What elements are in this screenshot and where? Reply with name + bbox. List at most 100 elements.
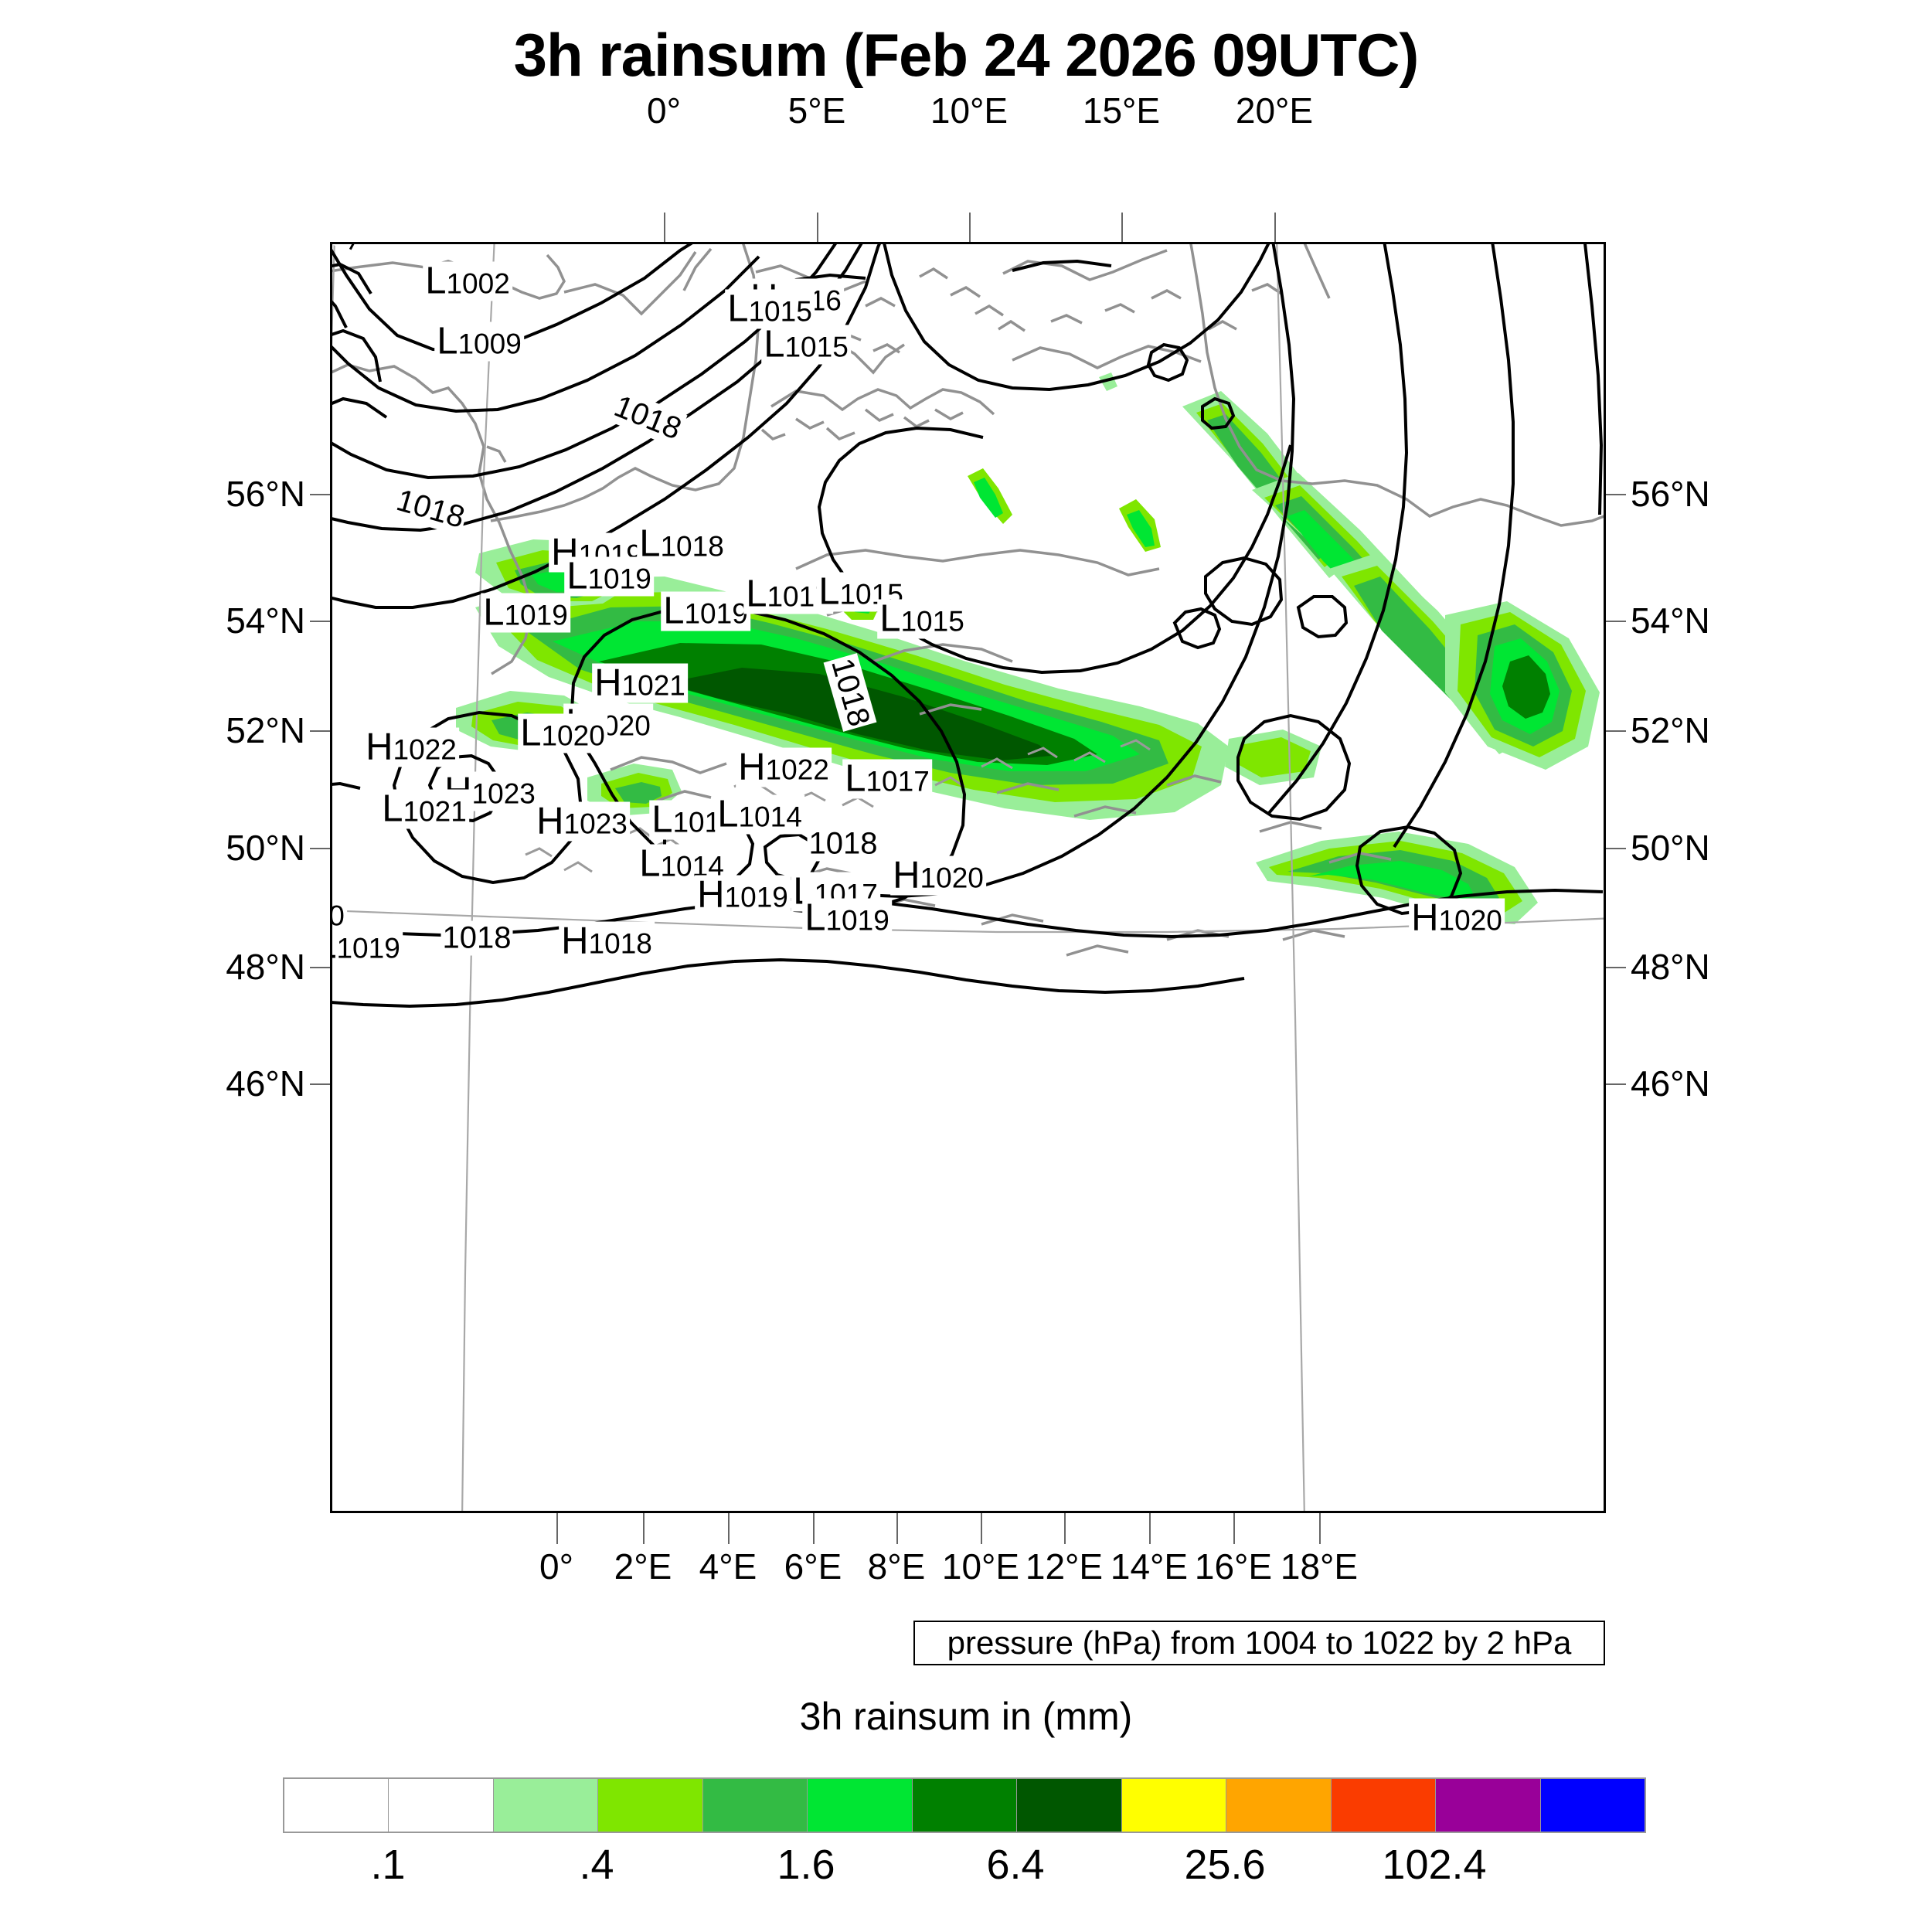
pressure-center-value: 1022 <box>766 754 829 786</box>
bottom-axis-tick <box>643 1513 645 1544</box>
right-axis-tick <box>1606 494 1626 495</box>
pressure-center-value: 1022 <box>393 734 457 766</box>
isobar-value-label: 1018 <box>441 921 513 956</box>
pressure-center-marker: H1020 <box>1409 899 1505 938</box>
bottom-axis-tick <box>1319 1513 1321 1544</box>
left-axis-tick-label: 50°N <box>226 827 305 869</box>
left-axis-tick-label: 54°N <box>226 600 305 641</box>
top-axis-tick <box>664 213 665 242</box>
colorbar-segment[interactable] <box>703 1779 808 1832</box>
pressure-center-value: 1015 <box>900 606 964 638</box>
colorbar-segment[interactable] <box>494 1779 598 1832</box>
colorbar-segment[interactable] <box>1332 1779 1436 1832</box>
pressure-center-type: L <box>520 713 541 754</box>
bottom-axis-tick <box>896 1513 898 1544</box>
colorbar-segment[interactable] <box>1541 1779 1645 1832</box>
pressure-center-marker: L1019 <box>802 899 892 938</box>
colorbar-segment[interactable] <box>389 1779 493 1832</box>
pressure-center-value: 1021 <box>622 670 685 702</box>
pressure-center-marker: L1017 <box>842 760 932 799</box>
pressure-center-value: 1020 <box>1439 905 1502 937</box>
pressure-center-marker: H1020 <box>890 856 986 896</box>
left-axis-tick <box>310 494 330 495</box>
pressure-center-value: 1018 <box>589 928 652 960</box>
pressure-center-type: L <box>845 758 866 800</box>
bottom-axis-tick-label: 8°E <box>868 1546 926 1587</box>
colorbar[interactable] <box>283 1777 1646 1833</box>
pressure-center-type: H <box>697 874 724 916</box>
bottom-axis-tick-label: 6°E <box>784 1546 842 1587</box>
bottom-axis-tick-label: 18°E <box>1281 1546 1358 1587</box>
pressure-center-type: L <box>663 590 684 632</box>
pressure-center-type: L <box>330 925 336 967</box>
pressure-center-value: 1023 <box>472 778 536 810</box>
right-axis-tick <box>1606 848 1626 849</box>
right-axis-tick-label: 54°N <box>1631 600 1710 641</box>
pressure-center-marker: L1019 <box>661 592 750 631</box>
pressure-center-type: H <box>738 747 765 788</box>
pressure-center-type: L <box>483 592 504 634</box>
right-axis-tick-label: 46°N <box>1631 1063 1710 1104</box>
colorbar-segment[interactable] <box>1122 1779 1226 1832</box>
right-axis-tick-label: 52°N <box>1631 709 1710 751</box>
pressure-center-type: L <box>727 288 748 330</box>
colorbar-segment[interactable] <box>808 1779 912 1832</box>
pressure-center-marker: L1019 <box>330 927 403 966</box>
pressure-center-type: L <box>639 843 660 885</box>
colorbar-segment[interactable] <box>1436 1779 1540 1832</box>
left-axis-tick <box>310 730 330 732</box>
bottom-axis-tick <box>813 1513 815 1544</box>
bottom-axis-tick <box>728 1513 730 1544</box>
right-axis-tick-label: 48°N <box>1631 946 1710 988</box>
bottom-axis-tick-label: 12°E <box>1026 1546 1103 1587</box>
pressure-center-marker: L1018 <box>637 525 726 564</box>
pressure-center-marker: L1002 <box>423 262 512 301</box>
colorbar-segment[interactable] <box>1017 1779 1121 1832</box>
pressure-center-marker: H1019 <box>695 876 791 915</box>
colorbar-tick-label: 25.6 <box>1184 1841 1265 1889</box>
bottom-axis-tick <box>1064 1513 1066 1544</box>
top-axis-tick-label: 15°E <box>1083 90 1160 131</box>
right-axis-tick <box>1606 621 1626 622</box>
pressure-center-type: H <box>1411 897 1438 939</box>
pressure-center-type: H <box>594 662 621 704</box>
pressure-center-marker: L1015 <box>877 600 967 639</box>
pressure-center-type: L <box>804 897 825 939</box>
top-axis-tick-label: 10°E <box>930 90 1008 131</box>
map-panel[interactable]: L1002L1009H1016L1015L1015H1019L1019L1018… <box>330 242 1606 1513</box>
colorbar-segment[interactable] <box>598 1779 702 1832</box>
left-axis-tick <box>310 621 330 622</box>
pressure-center-value: 1009 <box>457 328 521 360</box>
top-axis-tick-label: 20°E <box>1236 90 1313 131</box>
right-axis-tick <box>1606 967 1626 968</box>
colorbar-segment[interactable] <box>1226 1779 1331 1832</box>
bottom-axis-tick <box>1149 1513 1151 1544</box>
right-axis-tick-label: 50°N <box>1631 827 1710 869</box>
top-axis-tick-label: 0° <box>647 90 681 131</box>
left-axis-tick <box>310 967 330 968</box>
pressure-center-value: 1019 <box>336 933 400 964</box>
colorbar-tick-label: 6.4 <box>986 1841 1044 1889</box>
left-axis-tick-label: 52°N <box>226 709 305 751</box>
bottom-axis-tick-label: 14°E <box>1111 1546 1188 1587</box>
pressure-center-value: 1015 <box>748 296 811 328</box>
pressure-center-type: L <box>382 788 403 830</box>
pressure-center-value: 1020 <box>920 862 984 894</box>
colorbar-segment[interactable] <box>284 1779 389 1832</box>
colorbar-tick-label: .4 <box>579 1841 614 1889</box>
pressure-center-type: L <box>818 571 839 613</box>
colorbar-segment[interactable] <box>913 1779 1017 1832</box>
pressure-center-type: H <box>366 726 393 768</box>
bottom-axis-tick-label: 2°E <box>614 1546 672 1587</box>
right-axis-tick <box>1606 1083 1626 1085</box>
pressure-center-value: 1021 <box>403 796 466 828</box>
pressure-center-type: L <box>651 799 672 841</box>
pressure-center-marker: L1019 <box>481 594 570 633</box>
pressure-center-value: 1018 <box>660 531 723 563</box>
isobar-value-label: 1018 <box>808 827 879 862</box>
pressure-note: pressure (hPa) from 1004 to 1022 by 2 hP… <box>913 1621 1605 1665</box>
pressure-center-type: L <box>639 523 660 565</box>
pressure-center-marker: H1023 <box>534 802 630 842</box>
top-axis-tick <box>1121 213 1123 242</box>
pressure-center-marker: L1020 <box>518 714 607 753</box>
